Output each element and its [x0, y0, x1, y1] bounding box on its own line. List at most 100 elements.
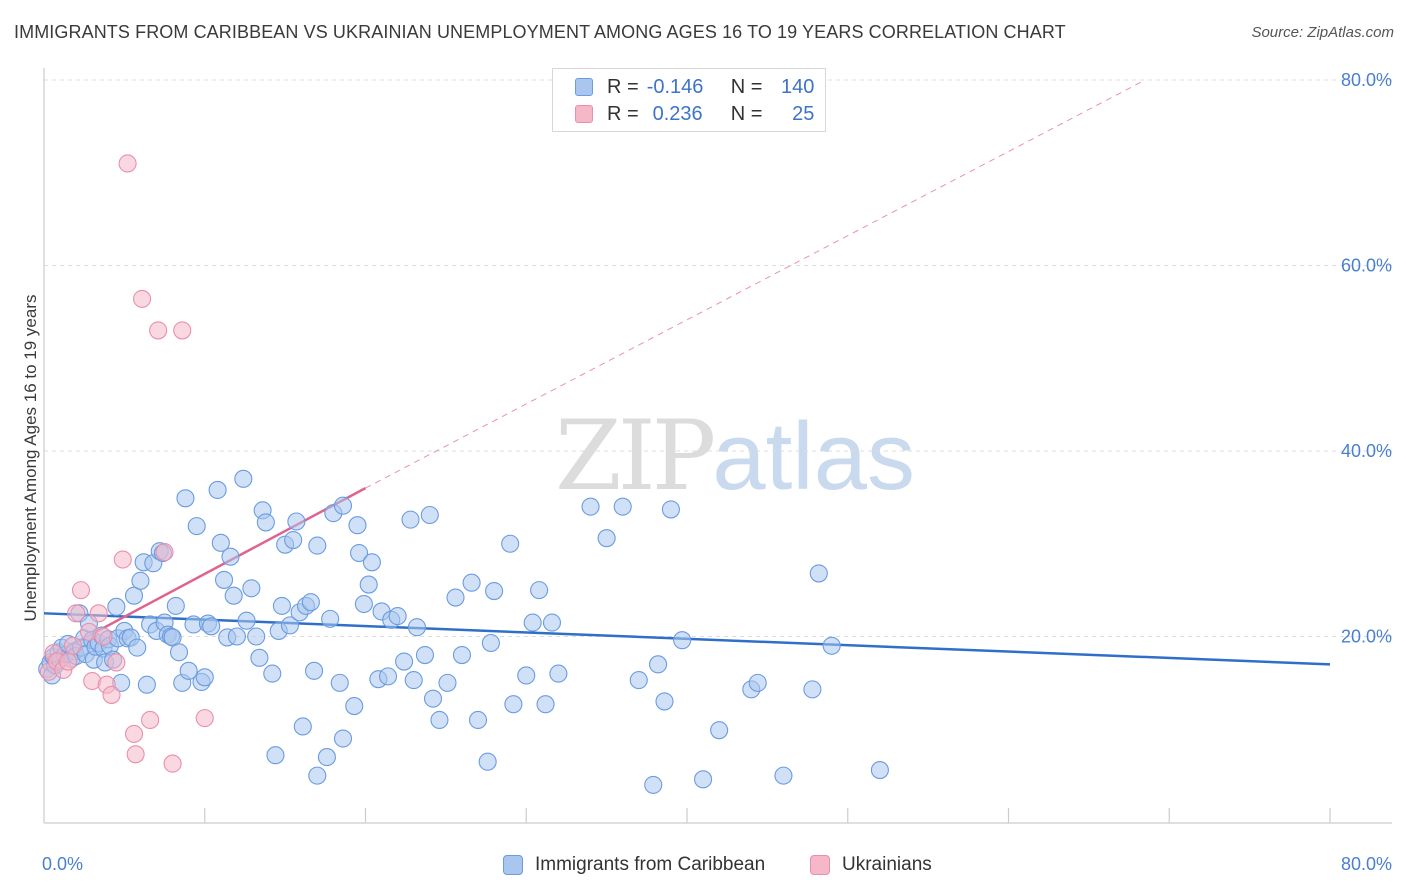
caribbean-point — [748, 673, 767, 692]
caribbean-point — [430, 710, 449, 730]
caribbean-point — [774, 766, 793, 785]
caribbean-point — [333, 729, 353, 748]
caribbean-point — [348, 516, 367, 535]
legend-row-ukrainian: R = 0.236 N = 25 — [575, 101, 814, 127]
ukrainian-point — [149, 321, 168, 340]
caribbean-point — [284, 530, 303, 550]
ukrainian-point — [126, 745, 145, 764]
caribbean-point — [317, 748, 336, 767]
caribbean-point — [870, 761, 889, 780]
legend-swatch-ukrainian — [575, 105, 593, 123]
caribbean-point — [395, 652, 414, 671]
caribbean-point — [822, 636, 841, 655]
caribbean-point — [530, 581, 549, 600]
caribbean-point — [169, 643, 189, 662]
caribbean-point — [415, 645, 435, 665]
caribbean-point — [187, 517, 206, 536]
caribbean-point — [128, 638, 147, 657]
ukrainian-points — [39, 154, 214, 773]
caribbean-point — [266, 746, 285, 765]
caribbean-point — [452, 645, 472, 665]
chart-title: IMMIGRANTS FROM CARIBBEAN VS UKRAINIAN U… — [14, 22, 1066, 42]
caribbean-point — [613, 497, 632, 516]
caribbean-point — [388, 607, 407, 626]
caribbean-point — [809, 564, 828, 583]
caribbean-point — [359, 575, 378, 594]
caribbean-point — [401, 510, 420, 529]
caribbean-point — [420, 505, 439, 525]
caribbean-point — [234, 469, 253, 488]
caribbean-point — [485, 582, 504, 601]
caribbean-point — [694, 770, 713, 789]
caribbean-point — [549, 664, 568, 683]
ukrainian-point — [63, 636, 82, 655]
caribbean-point — [208, 480, 227, 500]
caribbean-point — [256, 513, 275, 532]
correlation-legend: R = -0.146 N = 140 R = 0.236 N = 25 — [552, 68, 826, 132]
caribbean-point — [438, 673, 457, 692]
y-tick-label: 40.0% — [1341, 441, 1392, 461]
caribbean-point — [468, 710, 488, 730]
y-tick-label: 60.0% — [1341, 256, 1392, 276]
caribbean-point — [293, 717, 312, 736]
series-swatch-caribbean — [503, 855, 523, 875]
caribbean-point — [350, 543, 369, 563]
y-axis-label: Unemployment Among Ages 16 to 19 years — [21, 295, 40, 622]
caribbean-point — [478, 752, 497, 771]
trend-lines — [43, 79, 1331, 666]
series-legend-ukrainian[interactable]: Ukrainians — [810, 850, 932, 880]
caribbean-point — [362, 553, 381, 572]
ukrainian-point — [113, 550, 132, 569]
caribbean-point — [446, 588, 465, 607]
y-tick-label: 20.0% — [1341, 627, 1392, 647]
caribbean-point — [305, 661, 324, 680]
caribbean-point — [195, 668, 214, 687]
caribbean-point — [176, 489, 195, 508]
legend-r-label: R = — [607, 75, 639, 98]
legend-r-label: R = — [607, 102, 639, 125]
ukrainian-point — [59, 652, 78, 671]
ukrainian-point — [195, 709, 214, 728]
caribbean-point — [227, 627, 246, 646]
caribbean-point — [224, 586, 243, 605]
ukrainian-point — [118, 154, 137, 173]
series-label-ukrainian: Ukrainians — [842, 854, 932, 875]
caribbean-point — [263, 664, 282, 683]
series-legend-caribbean[interactable]: Immigrants from Caribbean — [503, 850, 765, 880]
caribbean-point — [272, 596, 291, 615]
ukrainian-point — [124, 724, 144, 743]
caribbean-point — [481, 633, 500, 653]
caribbean-point — [523, 613, 542, 632]
caribbean-point — [542, 613, 562, 632]
ukrainian-point — [155, 543, 174, 562]
ukrainian-trend-extension — [365, 79, 1146, 489]
caribbean-point — [661, 500, 680, 519]
caribbean-point — [644, 775, 663, 794]
caribbean-point — [462, 573, 481, 592]
legend-r-value: -0.146 — [646, 75, 704, 98]
caribbean-point — [321, 609, 340, 628]
ukrainian-point — [89, 604, 108, 623]
caribbean-point — [179, 661, 198, 680]
caribbean-point — [354, 594, 373, 614]
caribbean-point — [237, 611, 256, 630]
caribbean-point — [517, 666, 536, 685]
x-tick-label: 80.0% — [1341, 854, 1392, 874]
caribbean-point — [308, 766, 327, 785]
caribbean-point — [710, 721, 729, 740]
legend-row-caribbean: R = -0.146 N = 140 — [575, 74, 814, 100]
caribbean-point — [330, 673, 349, 692]
caribbean-point — [202, 617, 221, 636]
ukrainian-point — [102, 685, 121, 704]
ukrainian-point — [173, 321, 192, 340]
ukrainian-point — [107, 653, 126, 672]
caribbean-point — [501, 534, 520, 553]
caribbean-point — [107, 597, 126, 616]
series-label-caribbean: Immigrants from Caribbean — [535, 854, 766, 875]
axes — [43, 68, 1392, 824]
caribbean-point — [221, 547, 240, 566]
caribbean-point — [629, 671, 648, 690]
legend-r-value: 0.236 — [652, 102, 703, 125]
caribbean-point — [214, 570, 234, 589]
